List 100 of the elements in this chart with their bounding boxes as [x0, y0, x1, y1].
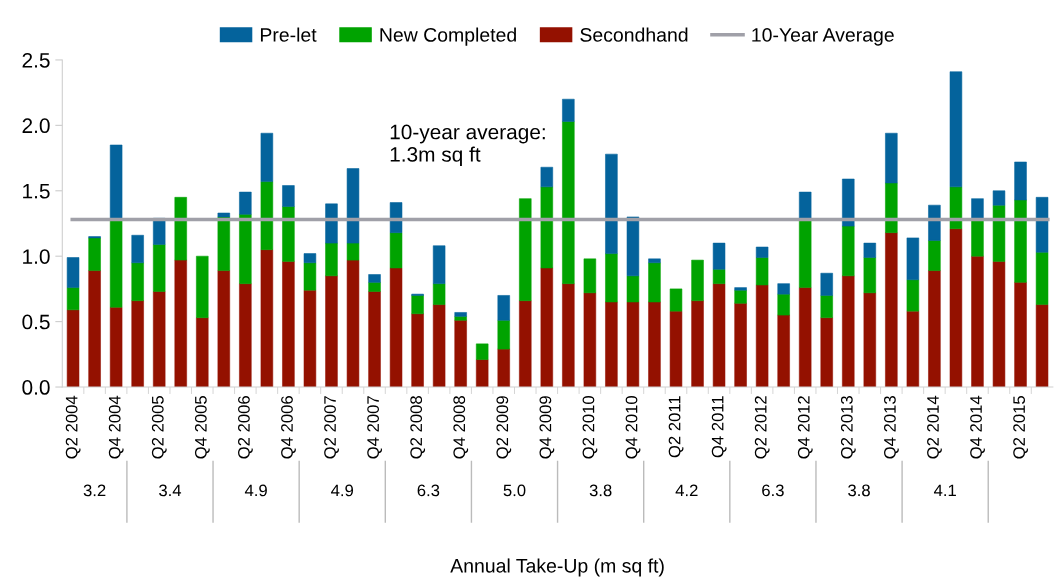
bar — [217, 212, 230, 218]
bar — [1014, 282, 1027, 388]
bar — [454, 312, 467, 317]
bar — [303, 253, 317, 264]
bar — [583, 258, 597, 294]
bar — [971, 198, 984, 220]
bar — [88, 237, 101, 271]
bar — [971, 219, 984, 257]
bar — [949, 186, 963, 229]
bar — [799, 287, 812, 388]
legend-label: Pre-let — [260, 27, 317, 42]
x-tick-label: Q4 2009 — [539, 396, 555, 459]
bar — [239, 214, 252, 284]
text: 4.9 — [331, 484, 354, 497]
bar — [497, 348, 510, 388]
bar — [497, 320, 510, 350]
text: 5.0 — [503, 484, 526, 497]
bar — [325, 242, 338, 277]
bar — [303, 262, 317, 291]
bar — [734, 287, 747, 291]
bar — [928, 204, 941, 241]
bar — [389, 202, 403, 233]
bar — [992, 190, 1006, 206]
bar — [734, 289, 747, 304]
bar — [583, 292, 597, 388]
bar — [540, 166, 553, 188]
bar — [174, 197, 187, 261]
bar — [109, 219, 123, 308]
bar — [325, 203, 338, 244]
y-tick-label: 2.0 — [22, 118, 50, 134]
bar — [562, 98, 575, 122]
bar — [432, 245, 446, 284]
text: 3.8 — [589, 484, 612, 497]
bar — [66, 309, 80, 388]
bar — [605, 301, 618, 388]
bar — [1035, 197, 1049, 253]
bar — [777, 293, 790, 316]
bar — [712, 283, 726, 388]
bar — [626, 275, 640, 303]
bar — [949, 228, 963, 388]
bar — [906, 279, 920, 312]
x-tick-label: Q2 2007 — [324, 396, 339, 459]
bar — [626, 216, 640, 277]
bar — [755, 246, 769, 258]
bar — [712, 269, 726, 284]
bar — [519, 300, 532, 388]
x-tick-label: Q2 2004 — [65, 395, 81, 459]
x-tick-label: Q2 2013 — [840, 396, 856, 459]
text: 6.3 — [762, 484, 784, 497]
bar — [153, 291, 166, 388]
bar — [863, 292, 876, 388]
bar — [153, 244, 166, 292]
bar — [239, 283, 252, 388]
bar — [906, 310, 920, 388]
bar — [842, 178, 855, 227]
bar — [820, 272, 833, 296]
bar — [885, 232, 898, 388]
bar — [777, 314, 790, 388]
bar — [648, 258, 661, 264]
x-tick-label: Q4 2006 — [281, 396, 296, 459]
x-tick-label: Q4 2007 — [367, 396, 382, 459]
bar — [131, 234, 144, 264]
x-tick-label: Q4 2012 — [797, 396, 813, 459]
text: 4.1 — [933, 484, 956, 497]
x-tick-label: Q2 2009 — [496, 396, 512, 459]
x-tick-label: Q2 2005 — [151, 396, 167, 459]
x-tick-label: Q4 2010 — [625, 396, 641, 459]
annotation: 10-year average: 1.3m sq ft — [390, 124, 545, 166]
bar — [196, 255, 209, 318]
bar — [562, 121, 575, 284]
bar — [497, 295, 510, 321]
bar — [605, 253, 618, 303]
bar — [992, 261, 1006, 388]
x-tick-label: Q2 2014 — [927, 395, 942, 459]
bar — [217, 270, 230, 388]
bar — [368, 274, 381, 283]
bar — [906, 237, 920, 281]
bar — [282, 206, 295, 262]
y-tick-label: 1.0 — [23, 249, 50, 264]
x-tick-label: Q2 2015 — [1013, 396, 1028, 459]
bar — [476, 343, 489, 360]
y-tick-label: 1.5 — [23, 184, 50, 199]
bar — [540, 267, 553, 388]
bar — [346, 259, 360, 388]
legend-label: New Completed — [380, 27, 516, 46]
bar — [971, 255, 984, 388]
bar — [282, 261, 295, 388]
bar — [885, 132, 898, 184]
bar — [66, 257, 80, 288]
bar — [346, 168, 360, 244]
bar — [454, 320, 467, 388]
bar — [1014, 199, 1027, 283]
x-tick-label: Q4 2014 — [970, 395, 985, 459]
bar — [260, 132, 274, 182]
bar — [432, 304, 446, 388]
bar — [842, 275, 855, 388]
x-tick-label: Q4 2008 — [453, 396, 469, 459]
bar — [346, 242, 360, 261]
bar — [669, 310, 683, 388]
bar — [755, 257, 769, 286]
